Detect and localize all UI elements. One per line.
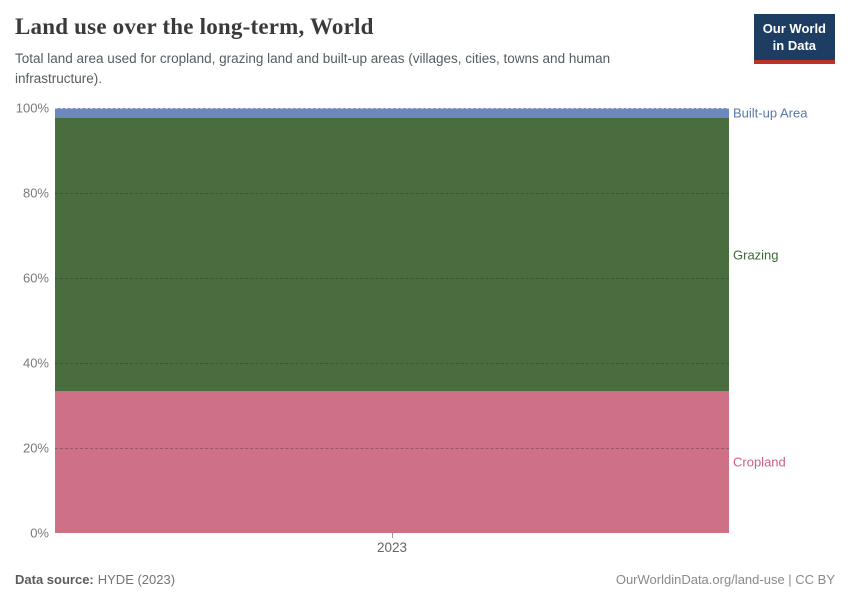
owid-logo-line1: Our World [762,21,826,36]
chart-title: Land use over the long-term, World [15,14,374,39]
data-source-label: Data source: [15,572,94,587]
series-label-grazing[interactable]: Grazing [733,247,779,263]
area-segment-built-up-area[interactable] [55,108,729,119]
data-source: Data source: HYDE (2023) [15,572,175,587]
y-tick-label-80: 80% [22,185,49,201]
credit-link[interactable]: OurWorldinData.org/land-use | CC BY [615,572,835,587]
series-label-cropland[interactable]: Cropland [733,454,786,470]
chart-header: Land use over the long-term, World Total… [15,14,750,88]
area-segment-cropland[interactable] [55,391,729,533]
area-segment-grazing[interactable] [55,118,729,392]
y-tick-label-20: 20% [22,440,49,456]
y-tick-label-100: 100% [15,100,49,116]
owid-logo: Our World in Data [753,14,835,64]
owid-logo-line2: in Data [772,37,817,53]
y-tick-label-40: 40% [22,355,49,371]
y-tick-label-60: 60% [22,270,49,286]
chart-footer: Data source: HYDE (2023) OurWorldinData.o… [15,572,835,587]
series-label-built-up-area[interactable]: Built-up Area [733,105,808,121]
x-tick-label: 2023 [376,540,408,555]
chart-subtitle: Total land area used for cropland, grazi… [15,51,611,86]
data-source-value: HYDE (2023) [97,572,176,587]
x-tick-mark [392,533,393,538]
series-labels: Cropland Grazing Built-up Area [733,105,848,533]
plot-area [55,108,729,533]
y-tick-label-0: 0% [30,525,49,541]
y-axis: 100% 80% 60% 40% 20% 0% [0,101,49,541]
